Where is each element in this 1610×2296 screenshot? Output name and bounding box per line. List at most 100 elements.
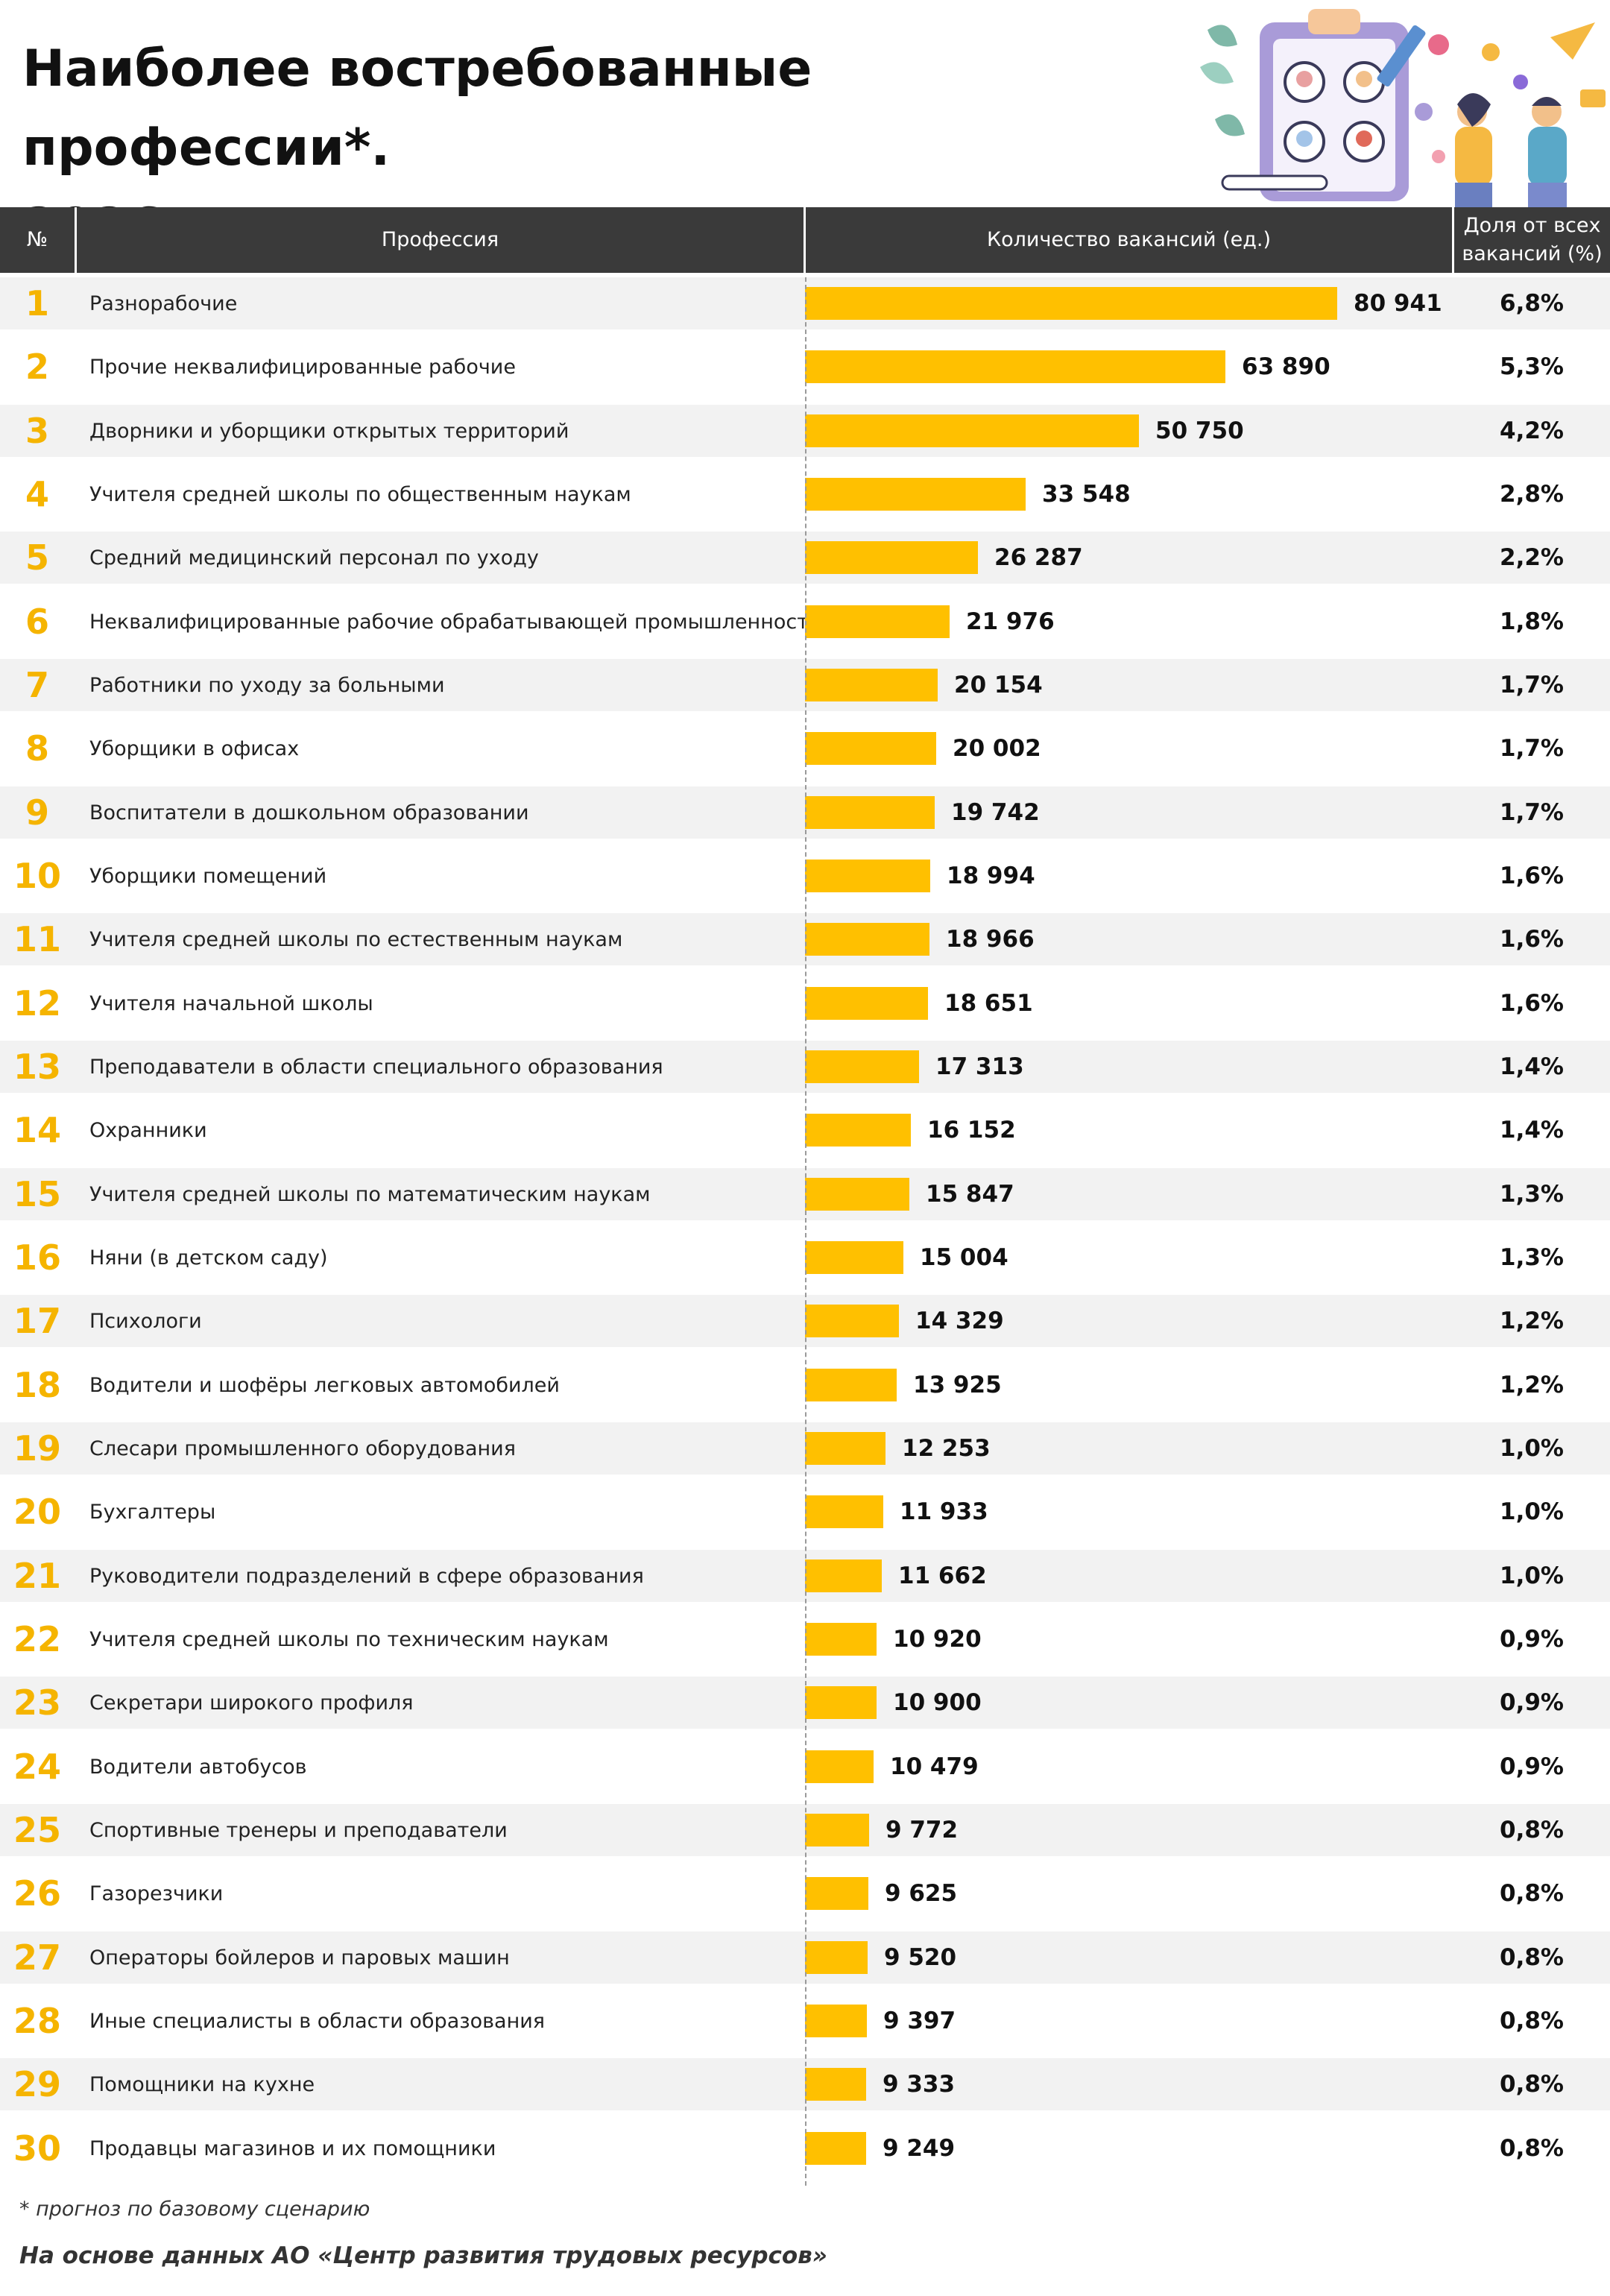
vacancy-bar (805, 2132, 866, 2165)
rank-number: 11 (13, 919, 61, 959)
profession-label: Бухгалтеры (89, 1500, 216, 1524)
profession-label: Водители и шофёры легковых автомобилей (89, 1373, 560, 1397)
vacancy-value-label: 18 966 (946, 926, 1035, 953)
table-row: 10 Уборщики помещений 18 994 1,6% (0, 850, 1610, 902)
share-value: 0,8% (1500, 1944, 1564, 1971)
vacancy-value-label: 19 742 (951, 799, 1040, 826)
vacancy-value-label: 9 625 (885, 1880, 958, 1907)
header-share: Доля от всех вакансий (%) (1462, 214, 1603, 265)
rank-number: 3 (25, 411, 49, 451)
vacancy-bar (805, 1305, 899, 1337)
share-value: 1,0% (1500, 1562, 1564, 1589)
rank-number: 25 (13, 1810, 61, 1850)
profession-label: Операторы бойлеров и паровых машин (89, 1946, 510, 1969)
profession-label: Психологи (89, 1309, 202, 1333)
rank-number: 13 (13, 1047, 61, 1087)
vacancy-value-label: 80 941 (1354, 290, 1442, 317)
profession-label: Спортивные тренеры и преподаватели (89, 1818, 508, 1842)
table-row: 8 Уборщики в офисах 20 002 1,7% (0, 722, 1610, 775)
table-row: 18 Водители и шофёры легковых автомобилей… (0, 1359, 1610, 1411)
share-value: 2,2% (1500, 544, 1564, 571)
profession-label: Секретари широкого профиля (89, 1691, 414, 1715)
profession-label: Средний медицинский персонал по уходу (89, 546, 539, 570)
profession-label: Неквалифицированные рабочие обрабатывающ… (89, 610, 822, 634)
vacancy-value-label: 21 976 (966, 608, 1055, 635)
rank-number: 5 (25, 537, 49, 578)
vacancy-bar (805, 1750, 874, 1783)
profession-label: Уборщики помещений (89, 864, 327, 888)
vacancy-bar (805, 478, 1026, 511)
rank-number: 23 (13, 1682, 61, 1723)
vacancy-bar (805, 1814, 869, 1846)
share-value: 1,3% (1500, 1244, 1564, 1271)
vacancy-value-label: 10 479 (890, 1753, 979, 1780)
share-value: 0,8% (1500, 1880, 1564, 1907)
vacancy-bar (805, 923, 929, 956)
share-value: 1,6% (1500, 990, 1564, 1017)
source-note: На основе данных АО «Центр развития труд… (19, 2242, 827, 2269)
vacancy-bar (805, 1686, 877, 1719)
vacancy-value-label: 15 004 (920, 1244, 1008, 1271)
profession-label: Руководители подразделений в сфере образ… (89, 1564, 644, 1588)
vacancy-value-label: 10 900 (893, 1689, 982, 1716)
profession-label: Слесари промышленного оборудования (89, 1436, 516, 1460)
vacancy-bar (805, 605, 950, 638)
vacancy-illustration (1200, 9, 1606, 207)
share-value: 1,7% (1500, 672, 1564, 698)
vacancy-value-label: 26 287 (994, 544, 1083, 571)
rank-number: 21 (13, 1556, 61, 1596)
rank-number: 20 (13, 1492, 61, 1532)
share-value: 1,8% (1500, 608, 1564, 635)
share-value: 0,9% (1500, 1753, 1564, 1780)
rank-number: 16 (13, 1237, 61, 1278)
header-divider (804, 207, 806, 273)
rank-number: 28 (13, 2001, 61, 2041)
table-row: 26 Газорезчики 9 625 0,8% (0, 1867, 1610, 1920)
header-divider (75, 207, 77, 273)
rank-number: 4 (25, 474, 49, 514)
rank-number: 12 (13, 983, 61, 1024)
rank-number: 18 (13, 1365, 61, 1405)
vacancy-bar (805, 1495, 883, 1528)
table-row: 24 Водители автобусов 10 479 0,9% (0, 1741, 1610, 1793)
share-value: 0,9% (1500, 1626, 1564, 1653)
rank-number: 24 (13, 1747, 61, 1787)
table-row: 22 Учителя средней школы по техническим н… (0, 1613, 1610, 1665)
vacancy-bar (805, 1114, 911, 1147)
share-value: 5,3% (1500, 353, 1564, 380)
vacancy-bar (805, 541, 978, 574)
vacancy-value-label: 12 253 (902, 1435, 991, 1462)
share-value: 1,6% (1500, 862, 1564, 889)
share-value: 1,4% (1500, 1117, 1564, 1144)
profession-label: Учителя средней школы по математическим … (89, 1182, 651, 1206)
rank-number: 7 (25, 665, 49, 705)
share-value: 0,8% (1500, 2008, 1564, 2034)
profession-label: Уборщики в офисах (89, 737, 300, 760)
rank-number: 15 (13, 1174, 61, 1214)
rank-number: 29 (13, 2064, 61, 2104)
vacancy-bar (805, 1941, 868, 1974)
bar-axis-line (805, 277, 806, 2186)
share-value: 1,2% (1500, 1372, 1564, 1398)
vacancy-value-label: 15 847 (926, 1181, 1014, 1208)
vacancy-value-label: 63 890 (1242, 353, 1330, 380)
share-value: 1,2% (1500, 1308, 1564, 1334)
vacancy-value-label: 17 313 (935, 1053, 1024, 1080)
vacancy-bar (805, 1241, 903, 1274)
vacancy-bar (805, 1623, 877, 1656)
share-value: 1,0% (1500, 1498, 1564, 1525)
profession-label: Работники по уходу за больными (89, 673, 445, 697)
table-row: 30 Продавцы магазинов и их помощники 9 249… (0, 2122, 1610, 2174)
profession-label: Помощники на кухне (89, 2072, 315, 2096)
vacancy-value-label: 50 750 (1155, 417, 1244, 444)
profession-label: Воспитатели в дошкольном образовании (89, 801, 529, 824)
share-value: 1,4% (1500, 1053, 1564, 1080)
vacancy-value-label: 20 002 (953, 735, 1041, 762)
profession-label: Учителя средней школы по общественным на… (89, 482, 631, 506)
share-value: 0,8% (1500, 1817, 1564, 1844)
table-row: 20 Бухгалтеры 11 933 1,0% (0, 1486, 1610, 1538)
profession-label: Учителя средней школы по естественным на… (89, 927, 623, 951)
vacancy-value-label: 9 520 (884, 1944, 957, 1971)
header-count: Количество вакансий (ед.) (986, 228, 1272, 251)
vacancy-value-label: 14 329 (915, 1308, 1004, 1334)
